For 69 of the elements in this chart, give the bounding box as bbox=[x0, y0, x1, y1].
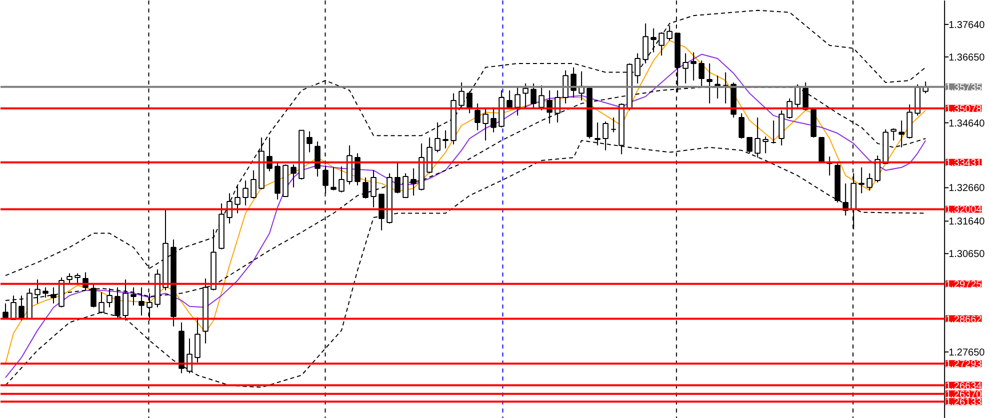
candlestick bbox=[394, 162, 400, 194]
candlestick bbox=[314, 140, 320, 178]
candlestick bbox=[658, 32, 664, 56]
y-tick-label: 1.34640 bbox=[948, 118, 986, 130]
candlestick bbox=[250, 170, 256, 200]
candlestick bbox=[514, 86, 520, 116]
candlestick bbox=[458, 82, 464, 108]
candlestick bbox=[194, 317, 200, 363]
candlestick bbox=[698, 60, 704, 88]
y-tick-label: 1.36650 bbox=[948, 52, 986, 64]
candlestick bbox=[890, 128, 896, 141]
candlestick bbox=[66, 272, 72, 284]
candlestick bbox=[306, 130, 312, 153]
candlestick bbox=[858, 166, 864, 194]
y-tick-label: 1.30650 bbox=[948, 249, 986, 260]
ref-line-label: 1.35078 bbox=[946, 104, 982, 115]
candlestick bbox=[330, 166, 336, 191]
candlestick bbox=[362, 177, 368, 200]
candlestick bbox=[634, 52, 640, 84]
candlestick bbox=[570, 66, 576, 98]
ref-line-label: 1.33431 bbox=[946, 158, 982, 169]
candlestick bbox=[538, 84, 544, 111]
candlestick bbox=[242, 180, 248, 206]
candlestick bbox=[434, 122, 440, 153]
candlestick bbox=[682, 52, 688, 84]
y-tick-label: 1.37640 bbox=[948, 20, 986, 31]
y-tick-label: 1.32660 bbox=[948, 183, 986, 194]
candlestick bbox=[354, 152, 360, 186]
candlestick bbox=[482, 106, 488, 141]
candlestick bbox=[490, 106, 496, 133]
candlestick bbox=[650, 28, 656, 53]
candlestick bbox=[642, 22, 648, 64]
candlestick bbox=[706, 62, 712, 104]
candlestick bbox=[474, 102, 480, 131]
candlestick bbox=[722, 72, 728, 104]
y-tick-label: 1.31640 bbox=[948, 216, 986, 228]
candlestick bbox=[410, 168, 416, 196]
ref-line-label: 1.28662 bbox=[946, 314, 982, 326]
candlestick bbox=[466, 90, 472, 114]
candlestick bbox=[442, 130, 448, 149]
ref-line-label: 1.35735 bbox=[946, 82, 982, 94]
candlestick bbox=[402, 172, 408, 198]
ref-line-label: 1.29725 bbox=[946, 279, 982, 290]
candlestick bbox=[562, 70, 568, 104]
candlestick bbox=[762, 136, 768, 154]
ref-line-label: 1.26634 bbox=[946, 380, 982, 392]
candlestick bbox=[898, 120, 904, 148]
candlestick bbox=[666, 24, 672, 41]
candlestick bbox=[690, 52, 696, 81]
candlestick bbox=[506, 90, 512, 109]
candlestick bbox=[786, 98, 792, 120]
candlestick bbox=[338, 166, 344, 193]
candlestick bbox=[738, 112, 744, 140]
candlestick bbox=[290, 164, 296, 188]
candlestick bbox=[610, 117, 616, 133]
candlestick bbox=[74, 272, 80, 284]
candlestick bbox=[866, 172, 872, 191]
candlestick bbox=[818, 137, 824, 162]
candlestick bbox=[186, 338, 192, 374]
candlestick bbox=[98, 292, 104, 314]
ref-line-label: 1.32004 bbox=[946, 204, 982, 216]
candlestick bbox=[554, 90, 560, 123]
candlestick bbox=[370, 170, 376, 208]
candlestick bbox=[42, 286, 48, 298]
y-tick-label: 1.27650 bbox=[948, 347, 986, 358]
candlestick bbox=[522, 82, 528, 109]
candlestick bbox=[530, 82, 536, 109]
candlestick bbox=[770, 120, 776, 144]
candlestick bbox=[234, 186, 240, 214]
